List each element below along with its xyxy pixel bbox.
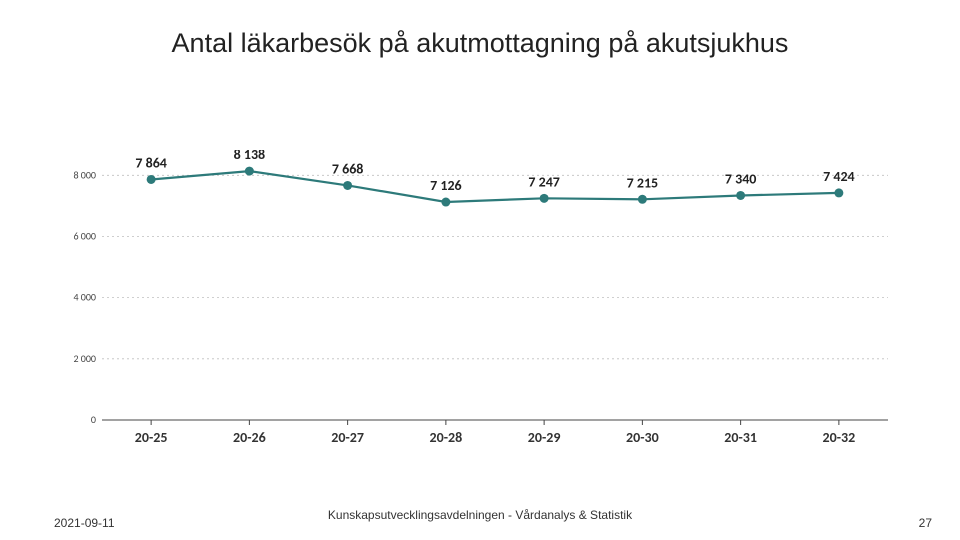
x-tick-label: 20-32 bbox=[823, 429, 856, 446]
chart-svg: 0 2 000 4 000 6 000 8 000 20-25 20-26 20-27 20-2… bbox=[72, 150, 892, 460]
x-tick-label: 20-29 bbox=[528, 429, 561, 446]
y-tick-label: 0 bbox=[91, 413, 96, 426]
data-marker bbox=[736, 191, 745, 200]
data-label: 7 864 bbox=[135, 154, 167, 171]
slide-footer: 2021-09-11 Kunskapsutvecklingsavdelninge… bbox=[0, 508, 960, 530]
data-label: 7 215 bbox=[627, 174, 659, 191]
data-marker bbox=[441, 198, 450, 207]
x-tick-label: 20-31 bbox=[724, 429, 757, 446]
line-chart: 0 2 000 4 000 6 000 8 000 20-25 20-26 20-27 20-2… bbox=[72, 150, 892, 460]
data-label: 7 340 bbox=[725, 170, 757, 187]
x-tick-label: 20-30 bbox=[626, 429, 659, 446]
x-tick-label: 20-25 bbox=[135, 429, 168, 446]
data-label: 7 668 bbox=[332, 160, 364, 177]
y-tick-label: 8 000 bbox=[73, 168, 96, 181]
data-marker bbox=[245, 167, 254, 176]
data-marker bbox=[834, 188, 843, 197]
x-tick-label: 20-26 bbox=[233, 429, 266, 446]
footer-page-number: 27 bbox=[919, 516, 932, 530]
x-tick-label: 20-28 bbox=[430, 429, 463, 446]
page-title: Antal läkarbesök på akutmottagning på ak… bbox=[0, 28, 960, 59]
data-label: 8 138 bbox=[234, 150, 266, 163]
y-tick-label: 4 000 bbox=[73, 291, 96, 304]
data-marker bbox=[638, 195, 647, 204]
y-tick-label: 6 000 bbox=[73, 229, 96, 242]
y-tick-label: 2 000 bbox=[73, 352, 96, 365]
data-label: 7 424 bbox=[823, 168, 855, 185]
data-label: 7 247 bbox=[528, 173, 560, 190]
data-marker bbox=[343, 181, 352, 190]
data-marker bbox=[540, 194, 549, 203]
data-marker bbox=[147, 175, 156, 184]
footer-center: Kunskapsutvecklingsavdelningen - Vårdana… bbox=[0, 508, 960, 522]
data-label: 7 126 bbox=[430, 177, 462, 194]
x-tick-label: 20-27 bbox=[331, 429, 364, 446]
